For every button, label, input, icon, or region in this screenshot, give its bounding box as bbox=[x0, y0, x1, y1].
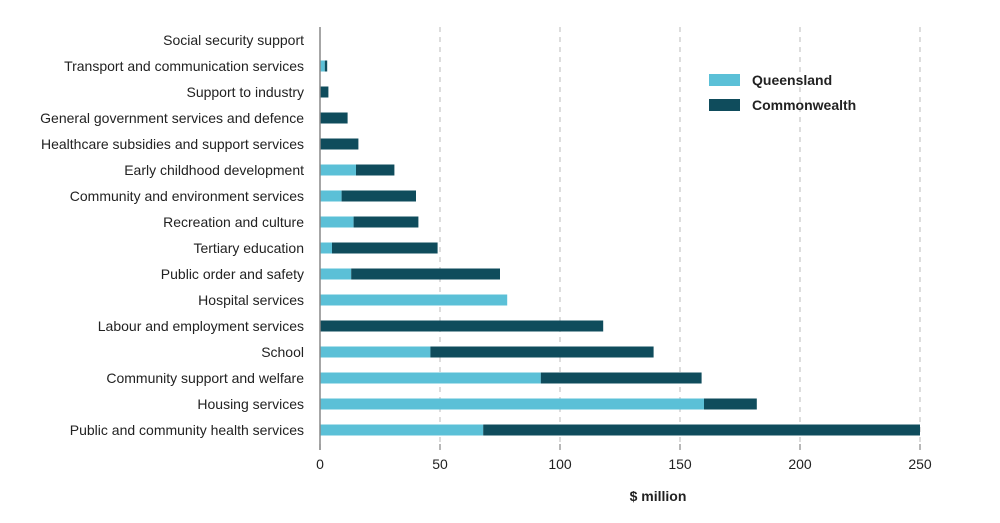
category-labels: Social security support Transport and com… bbox=[40, 32, 304, 438]
legend: Queensland Commonwealth bbox=[709, 72, 856, 113]
category-label: School bbox=[261, 344, 304, 360]
bars bbox=[320, 60, 920, 436]
x-axis-title: $ million bbox=[630, 488, 687, 504]
category-label: Social security support bbox=[163, 32, 304, 48]
bar-queensland bbox=[320, 268, 352, 280]
x-tick-label: 200 bbox=[788, 456, 812, 472]
legend-swatch-commonwealth bbox=[709, 99, 740, 111]
bar-commonwealth bbox=[430, 346, 654, 358]
x-tick-label: 50 bbox=[432, 456, 448, 472]
bar-commonwealth bbox=[324, 60, 328, 72]
bar-commonwealth bbox=[353, 216, 419, 228]
category-label: Public and community health services bbox=[70, 422, 304, 438]
bar-commonwealth bbox=[341, 190, 416, 202]
category-label: Community and environment services bbox=[70, 188, 304, 204]
bar-commonwealth bbox=[540, 372, 702, 384]
legend-swatch-queensland bbox=[709, 74, 740, 86]
bar-queensland bbox=[320, 346, 431, 358]
bar-commonwealth bbox=[320, 138, 359, 150]
legend-label-queensland: Queensland bbox=[752, 72, 832, 88]
x-tick-label: 0 bbox=[316, 456, 324, 472]
bar-commonwealth bbox=[320, 112, 348, 124]
category-label: Hospital services bbox=[198, 292, 304, 308]
bar-commonwealth bbox=[704, 398, 757, 410]
bar-queensland bbox=[320, 60, 325, 72]
bar-queensland bbox=[320, 398, 704, 410]
legend-label-commonwealth: Commonwealth bbox=[752, 97, 856, 113]
bar-queensland bbox=[320, 242, 332, 254]
category-label: Tertiary education bbox=[193, 240, 304, 256]
category-label: Recreation and culture bbox=[163, 214, 304, 230]
category-label: Community support and welfare bbox=[106, 370, 304, 386]
bar-queensland bbox=[320, 294, 508, 306]
bar-queensland bbox=[320, 424, 484, 436]
category-label: Public order and safety bbox=[161, 266, 304, 282]
category-label: Support to industry bbox=[186, 84, 304, 100]
gridlines bbox=[319, 27, 921, 450]
bar-queensland bbox=[320, 216, 354, 228]
category-label: Labour and employment services bbox=[98, 318, 304, 334]
bar-commonwealth bbox=[320, 86, 329, 98]
bar-commonwealth bbox=[320, 320, 604, 332]
category-label: Healthcare subsidies and support service… bbox=[41, 136, 304, 152]
x-tick-label: 150 bbox=[668, 456, 692, 472]
bar-commonwealth bbox=[483, 424, 920, 436]
bar-commonwealth bbox=[332, 242, 438, 254]
bar-commonwealth bbox=[356, 164, 395, 176]
category-label: Early childhood development bbox=[124, 162, 304, 178]
bar-commonwealth bbox=[351, 268, 500, 280]
bar-queensland bbox=[320, 372, 541, 384]
category-label: General government services and defence bbox=[40, 110, 304, 126]
x-tick-labels: 0 50 100 150 200 250 bbox=[316, 456, 932, 472]
category-label: Housing services bbox=[197, 396, 304, 412]
category-label: Transport and communication services bbox=[64, 58, 304, 74]
x-tick-label: 100 bbox=[548, 456, 572, 472]
bar-queensland bbox=[320, 190, 342, 202]
bar-queensland bbox=[320, 164, 356, 176]
x-tick-label: 250 bbox=[908, 456, 932, 472]
